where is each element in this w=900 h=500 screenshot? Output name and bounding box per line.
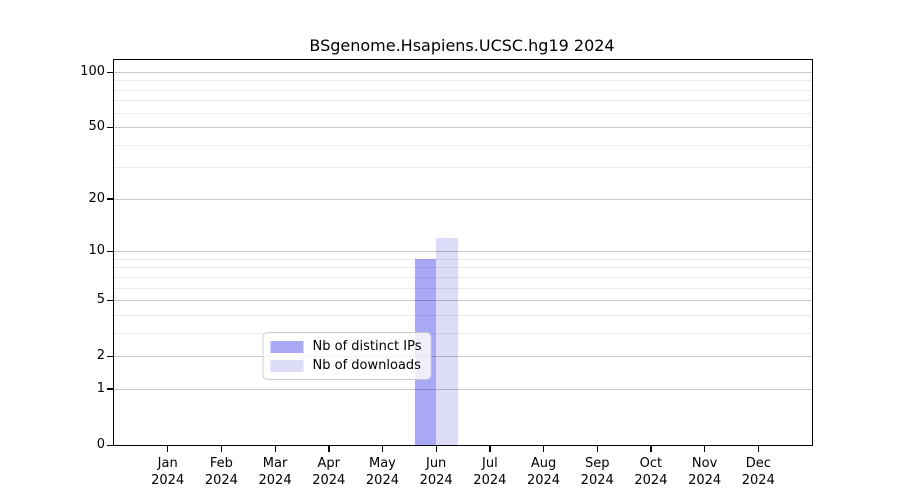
y-axis-tick: [107, 71, 113, 73]
x-axis-tick: [489, 446, 491, 452]
x-tick-year: 2024: [473, 473, 507, 488]
gridline-major: [114, 251, 812, 253]
x-tick-month: Aug: [530, 456, 557, 471]
y-axis-tick: [107, 355, 113, 357]
legend-item: Nb of distinct IPs: [270, 338, 422, 355]
x-axis-tick-label: Sep 2024: [562, 455, 632, 489]
gridline: [114, 144, 812, 146]
gridline-major: [114, 127, 812, 129]
x-axis-tick: [274, 446, 276, 452]
y-axis-tick: [107, 444, 113, 446]
x-tick-year: 2024: [204, 473, 238, 488]
x-tick-year: 2024: [258, 473, 292, 488]
x-axis-tick-label: Dec 2024: [723, 455, 793, 489]
gridline-major: [114, 356, 812, 358]
x-axis-tick-label: Mar 2024: [240, 455, 310, 489]
x-tick-year: 2024: [365, 473, 399, 488]
x-axis-tick-label: Feb 2024: [186, 455, 256, 489]
y-axis-tick: [107, 126, 113, 129]
x-tick-year: 2024: [419, 473, 453, 488]
plot-area: 0 1 2 5 10 20 50 100 Jan 2024 Feb 2024 Mar 2024 Apr 202…: [80, 59, 813, 488]
y-axis-tick: [107, 250, 113, 252]
gridline: [114, 100, 812, 102]
legend: Nb of distinct IPs Nb of downloads: [262, 332, 432, 380]
gridline: [114, 332, 812, 334]
x-tick-month: Jun: [425, 456, 447, 471]
gridline: [114, 258, 812, 260]
gridline: [114, 112, 812, 114]
x-tick-month: Jul: [482, 456, 498, 471]
x-axis-tick: [650, 446, 652, 452]
y-axis-tick-label: 2: [96, 348, 105, 364]
x-tick-year: 2024: [741, 473, 775, 488]
x-tick-year: 2024: [312, 473, 346, 488]
x-tick-month: Nov: [691, 456, 718, 471]
x-axis-tick-label: Jun 2024: [401, 455, 471, 489]
gridline: [114, 89, 812, 91]
x-tick-month: Dec: [745, 456, 771, 471]
gridline: [114, 314, 812, 316]
y-axis-tick-label: 50: [88, 119, 105, 135]
gridline: [114, 80, 812, 82]
x-tick-year: 2024: [580, 473, 614, 488]
y-axis-tick: [107, 388, 113, 390]
y-axis-tick-label: 100: [80, 64, 105, 79]
y-axis-tick-label: 5: [96, 292, 105, 308]
x-tick-year: 2024: [151, 473, 185, 488]
y-axis-tick-label: 10: [88, 243, 105, 259]
gridline-major: [114, 388, 812, 390]
x-tick-month: May: [369, 456, 396, 471]
x-tick-month: Oct: [639, 456, 663, 471]
gridline-major: [114, 300, 812, 302]
y-axis-tick: [107, 299, 113, 301]
y-axis-tick: [107, 198, 113, 200]
x-axis-tick-label: Oct 2024: [616, 455, 686, 489]
x-axis-tick-label: Aug 2024: [509, 455, 579, 489]
bar-downloads: [436, 237, 458, 445]
legend-item: Nb of downloads: [270, 357, 422, 374]
x-tick-year: 2024: [634, 473, 668, 488]
x-tick-year: 2024: [688, 473, 722, 488]
x-axis-tick-label: Apr 2024: [294, 455, 364, 489]
x-axis-tick-label: May 2024: [347, 455, 417, 489]
x-axis-tick: [543, 446, 545, 452]
legend-label: Nb of distinct IPs: [312, 339, 422, 354]
legend-swatch: [270, 340, 304, 353]
x-tick-month: Feb: [209, 456, 233, 471]
x-axis-tick: [381, 446, 384, 452]
x-axis-tick: [757, 446, 760, 452]
x-tick-month: Mar: [262, 456, 288, 471]
legend-label: Nb of downloads: [312, 358, 421, 373]
gridline-major: [114, 198, 812, 200]
x-tick-month: Apr: [317, 456, 341, 471]
gridline: [114, 276, 812, 278]
gridline-major: [114, 72, 812, 73]
x-axis-tick: [596, 446, 599, 452]
x-axis-tick-label: Nov 2024: [670, 455, 740, 489]
gridline: [114, 167, 812, 169]
x-tick-month: Sep: [584, 456, 610, 471]
x-axis-tick: [167, 446, 169, 452]
x-tick-month: Jan: [157, 456, 178, 471]
gridline: [114, 267, 812, 269]
chart-title: BSgenome.Hsapiens.UCSC.hg19 2024: [309, 36, 615, 55]
x-axis-tick-label: Jul 2024: [455, 455, 525, 489]
gridline: [114, 287, 812, 289]
x-axis-tick: [704, 446, 706, 452]
legend-swatch: [270, 359, 304, 372]
x-axis-tick-label: Jan 2024: [133, 455, 203, 489]
y-axis-tick-label: 20: [88, 190, 105, 206]
y-axis-tick-label: 0: [96, 437, 105, 452]
x-tick-year: 2024: [526, 473, 561, 488]
x-axis-tick: [328, 446, 330, 452]
x-axis-tick: [435, 446, 437, 452]
y-axis-tick-label: 1: [96, 380, 105, 396]
x-axis-tick: [220, 446, 223, 452]
